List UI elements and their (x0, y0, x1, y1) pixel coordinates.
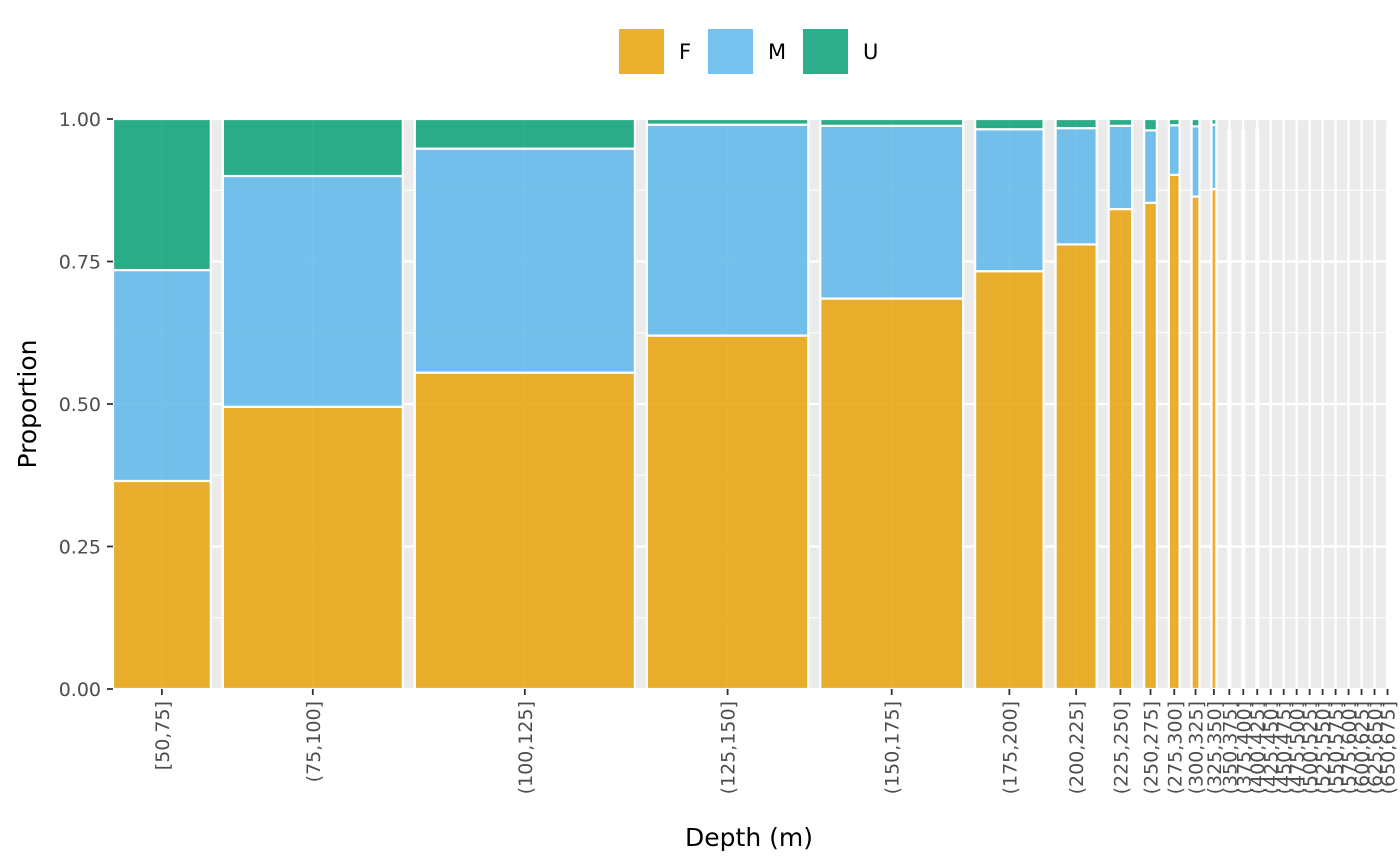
x-tick-label: (400,425] (1247, 701, 1269, 794)
x-tick-label: (100,125] (515, 701, 537, 794)
x-tick-label: (550,575] (1326, 701, 1348, 794)
bar-segment-u (1167, 117, 1181, 127)
x-tick-label: (200,225] (1066, 701, 1088, 794)
bar-segment-m (1190, 125, 1201, 198)
x-tick-label: (525,550] (1313, 701, 1335, 794)
y-tick-label: 0.00 (59, 679, 101, 701)
y-tick-label: 1.00 (59, 109, 101, 131)
x-tick-label: (150,175] (882, 701, 904, 794)
x-tick-label: (650,675] (1378, 701, 1400, 794)
bar-segment-m (1210, 123, 1218, 191)
bar-segment-u (645, 117, 810, 126)
bar-segment-m (221, 174, 404, 408)
bar-segment-f (1210, 188, 1218, 691)
x-tick-label: (475,500] (1287, 701, 1309, 794)
bars-layer (111, 117, 1390, 691)
bar-segment-m (111, 268, 212, 483)
x-tick-label: (625,650] (1365, 701, 1387, 794)
bar-segment-m (1054, 127, 1098, 246)
bar-segment-m (1167, 124, 1181, 176)
bar-segment-f (1241, 129, 1246, 691)
bar-segment-f (1143, 201, 1158, 691)
x-tick-label: (175,200] (999, 701, 1021, 794)
legend-label-m: M (768, 40, 786, 64)
bar-segment-m (974, 128, 1045, 273)
x-tick-label: (500,525] (1300, 701, 1322, 794)
bar-segment-m (1107, 124, 1134, 211)
x-tick-label: (225,250] (1110, 701, 1132, 794)
x-tick-label: (375,400] (1233, 701, 1255, 794)
y-axis-title: Proportion (13, 340, 42, 469)
bar-segment-f (645, 334, 810, 691)
bar-segment-f (111, 479, 212, 691)
y-axis: 0.00 0.25 0.50 0.75 1.00 (59, 109, 113, 701)
bar-segment-u (413, 117, 637, 150)
bar-segment-f (1255, 129, 1260, 691)
x-tick-label: (600,625] (1352, 701, 1374, 794)
x-tick-label: (325,350] (1204, 701, 1226, 794)
legend-label-f: F (679, 40, 691, 64)
bar-segment-u (819, 117, 965, 127)
bar-segment-u (111, 117, 212, 272)
x-tick-label: (450,475] (1274, 701, 1296, 794)
y-tick-label: 0.75 (59, 252, 101, 274)
bar-segment-f (1190, 195, 1201, 691)
y-tick-label: 0.25 (59, 537, 101, 559)
x-tick-label: [50,75] (152, 701, 174, 770)
x-tick-label: (575,600] (1339, 701, 1361, 794)
bar-segment-u (1054, 117, 1098, 130)
x-axis-title: Depth (m) (685, 823, 813, 852)
x-tick-label: (275,300] (1164, 701, 1186, 794)
bar-segment-m (413, 147, 637, 374)
x-tick-label: (125,150] (718, 701, 740, 794)
x-axis: [50,75] (75,100] (100,125] (125,150] (150,17… (152, 689, 1400, 794)
bar-segment-u (974, 117, 1045, 131)
x-tick-label: (250,275] (1141, 701, 1163, 794)
bar-segment-u (1210, 117, 1218, 126)
bar-segment-u (221, 117, 404, 178)
legend-label-u: U (863, 40, 878, 64)
bar-segment-f (413, 371, 637, 691)
x-tick-label: (75,100] (303, 701, 325, 782)
bar-segment-f (1054, 243, 1098, 691)
bar-segment-f (1167, 173, 1181, 691)
y-tick-label: 0.50 (59, 394, 101, 416)
x-tick-label: (425,450] (1261, 701, 1283, 794)
bar-segment-f (1385, 129, 1390, 691)
legend-key-f (619, 29, 664, 74)
bar-segment-f (819, 297, 965, 691)
x-tick-label: (350,375] (1219, 701, 1241, 794)
legend-key-u (803, 29, 848, 74)
x-tick-label: (300,325] (1186, 701, 1208, 794)
bar-segment-u (1190, 117, 1201, 128)
bar-segment-u (1107, 117, 1134, 127)
bar-segment-m (1143, 129, 1158, 204)
bar-segment-f (1227, 129, 1232, 691)
bar-segment-u (1143, 117, 1158, 132)
bar-segment-m (819, 124, 965, 300)
bar-segment-f (221, 405, 404, 691)
bar-segment-m (645, 123, 810, 337)
bar-segment-f (1107, 207, 1134, 691)
legend-key-m (708, 29, 753, 74)
bar-segment-f (974, 270, 1045, 691)
